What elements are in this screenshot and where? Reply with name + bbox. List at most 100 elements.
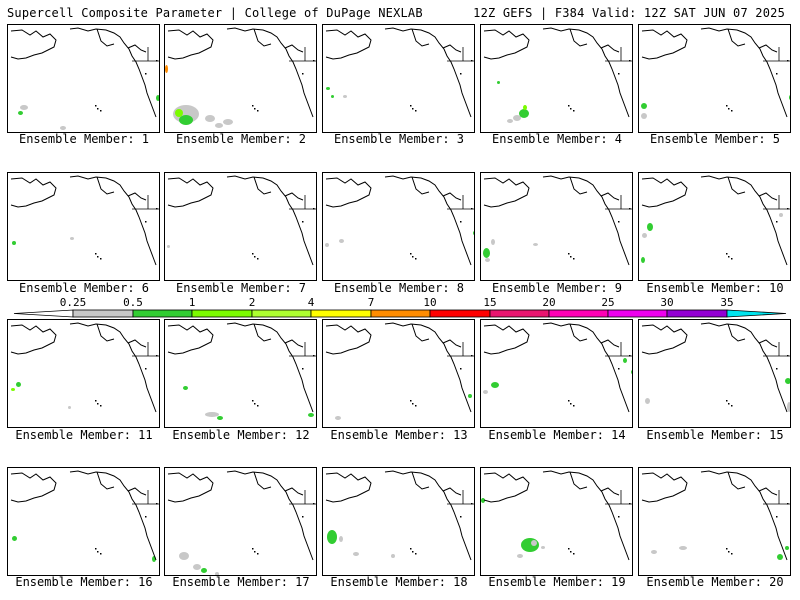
ensemble-member-map bbox=[638, 24, 791, 133]
scp-contour-fill bbox=[473, 231, 474, 235]
scp-contour-fill bbox=[641, 103, 647, 109]
island bbox=[471, 355, 473, 357]
header-title-left: Supercell Composite Parameter | College … bbox=[7, 6, 423, 20]
scp-contour-fill bbox=[20, 105, 28, 110]
coastline bbox=[127, 487, 147, 496]
ensemble-member-map bbox=[480, 467, 633, 576]
island bbox=[726, 548, 728, 550]
coastline bbox=[10, 472, 57, 503]
colorbar-min-arrow bbox=[13, 309, 74, 318]
island bbox=[731, 405, 733, 407]
scp-contour-fill bbox=[787, 402, 790, 412]
island bbox=[254, 256, 256, 258]
scp-contour-fill bbox=[179, 115, 193, 125]
member-caption: Ensemble Member: 1 bbox=[18, 132, 150, 146]
island bbox=[573, 553, 575, 555]
scp-contour-fill bbox=[533, 243, 538, 246]
ensemble-member-map bbox=[322, 172, 475, 281]
ensemble-member-map bbox=[164, 24, 317, 133]
map-graphic bbox=[325, 470, 474, 561]
scp-contour-fill bbox=[789, 95, 790, 100]
colorbar-tick-label: 35 bbox=[720, 296, 734, 309]
island bbox=[254, 108, 256, 110]
island bbox=[412, 403, 414, 405]
coastline bbox=[641, 177, 688, 208]
scp-contour-fill bbox=[308, 413, 314, 417]
scp-contour-fill bbox=[12, 241, 16, 245]
coastline bbox=[10, 324, 57, 355]
island bbox=[156, 503, 158, 505]
island bbox=[618, 221, 620, 223]
member-caption: Ensemble Member: 7 bbox=[175, 281, 307, 295]
map-graphic bbox=[483, 27, 632, 123]
island bbox=[412, 551, 414, 553]
scp-contour-fill bbox=[483, 390, 488, 394]
coastline bbox=[127, 339, 147, 348]
island bbox=[302, 73, 304, 75]
coastline bbox=[167, 177, 214, 208]
coastline bbox=[384, 470, 472, 561]
island bbox=[618, 516, 620, 518]
map-graphic bbox=[641, 175, 790, 266]
island bbox=[410, 548, 412, 550]
scp-contour-fill bbox=[679, 546, 687, 550]
coastline bbox=[758, 44, 778, 53]
scp-contour-fill bbox=[623, 358, 627, 363]
ensemble-member-map bbox=[480, 172, 633, 281]
island bbox=[415, 110, 417, 112]
coastline bbox=[442, 487, 462, 496]
island bbox=[570, 551, 572, 553]
member-caption: Ensemble Member: 14 bbox=[488, 428, 626, 442]
island bbox=[629, 355, 631, 357]
coastline bbox=[325, 324, 372, 355]
member-caption: Ensemble Member: 12 bbox=[172, 428, 310, 442]
island bbox=[731, 258, 733, 260]
colorbar-segment bbox=[72, 309, 134, 318]
island bbox=[95, 548, 97, 550]
ensemble-member-map bbox=[638, 172, 791, 281]
island bbox=[471, 503, 473, 505]
map-graphic bbox=[167, 470, 316, 575]
coastline bbox=[10, 177, 57, 208]
member-caption: Ensemble Member: 18 bbox=[330, 575, 468, 589]
coastline bbox=[727, 323, 746, 342]
map-graphic bbox=[483, 175, 632, 266]
island bbox=[156, 355, 158, 357]
island bbox=[100, 553, 102, 555]
scp-contour-fill bbox=[159, 65, 160, 70]
scp-contour-fill bbox=[497, 81, 500, 84]
island bbox=[100, 110, 102, 112]
island bbox=[254, 551, 256, 553]
colorbar-segment bbox=[370, 309, 431, 318]
member-caption: Ensemble Member: 4 bbox=[491, 132, 623, 146]
scp-contour-fill bbox=[68, 406, 71, 409]
island bbox=[313, 208, 315, 210]
island bbox=[573, 258, 575, 260]
coastline bbox=[10, 29, 57, 60]
scp-contour-fill bbox=[647, 223, 653, 231]
island bbox=[618, 368, 620, 370]
ensemble-member-map bbox=[164, 319, 317, 428]
island bbox=[776, 368, 778, 370]
coastline bbox=[411, 28, 430, 47]
island bbox=[787, 355, 789, 357]
member-caption: Ensemble Member: 11 bbox=[15, 428, 153, 442]
scp-contour-fill bbox=[523, 105, 527, 110]
coastline bbox=[600, 339, 620, 348]
coastline bbox=[226, 27, 314, 118]
colorbar-tick-label: 7 bbox=[367, 296, 375, 309]
coastline bbox=[700, 27, 788, 118]
island bbox=[726, 400, 728, 402]
colorbar-segment bbox=[666, 309, 728, 318]
member-caption: Ensemble Member: 5 bbox=[649, 132, 781, 146]
island bbox=[100, 405, 102, 407]
colorbar-tick-label: 0.25 bbox=[59, 296, 87, 309]
scp-contour-fill bbox=[12, 536, 17, 541]
scp-contour-fill bbox=[156, 95, 159, 101]
scp-contour-fill bbox=[491, 382, 499, 388]
coastline bbox=[483, 324, 530, 355]
colorbar-segment bbox=[251, 309, 312, 318]
colorbar-segment bbox=[607, 309, 668, 318]
island bbox=[313, 60, 315, 62]
coastline bbox=[127, 192, 147, 201]
